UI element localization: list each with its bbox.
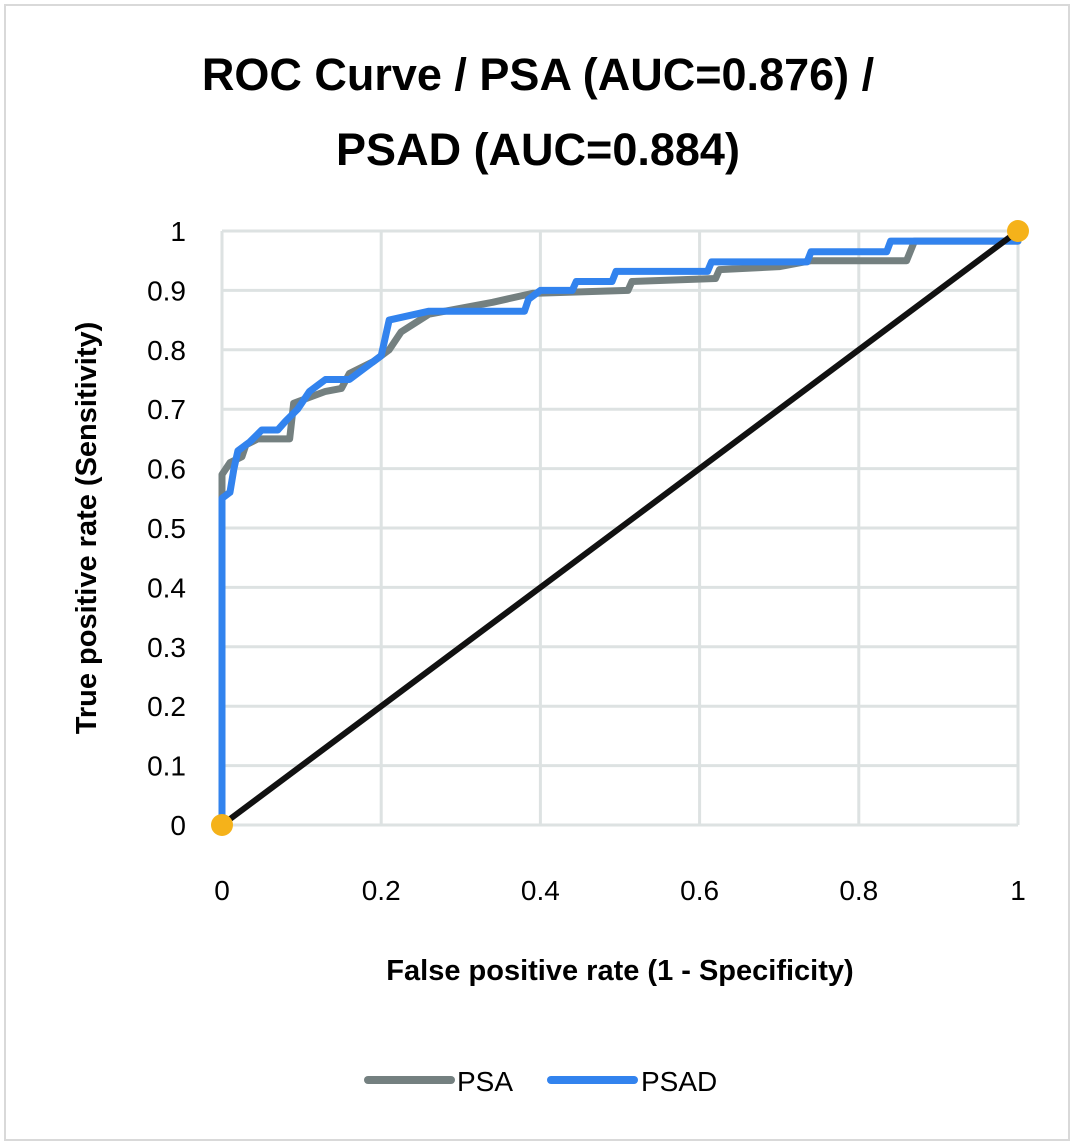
x-tick-label: 0.8 <box>839 875 878 906</box>
x-tick-label: 1 <box>1010 875 1026 906</box>
y-tick-label: 0.6 <box>147 454 186 485</box>
reference-diagonal-line <box>220 228 1020 828</box>
y-tick-label: 0.4 <box>147 572 186 603</box>
y-tick-label: 0 <box>170 810 186 841</box>
y-tick-label: 0.7 <box>147 394 186 425</box>
legend-label-psad: PSAD <box>641 1066 717 1097</box>
y-tick-label: 0.3 <box>147 632 186 663</box>
y-tick-label: 0.9 <box>147 275 186 306</box>
y-tick-label: 0.2 <box>147 691 186 722</box>
legend-label-psa: PSA <box>457 1066 513 1097</box>
y-axis-label: True positive rate (Sensitivity) <box>71 322 103 735</box>
legend: PSA PSAD <box>364 1066 717 1097</box>
x-tick-label: 0.4 <box>521 875 560 906</box>
chart-title-line-1: ROC Curve / PSA (AUC=0.876) / <box>202 49 875 100</box>
y-tick-label: 1 <box>170 216 186 247</box>
reference-point-marker <box>1007 220 1029 242</box>
x-tick-label: 0 <box>214 875 230 906</box>
series-line-psad <box>218 227 1022 829</box>
x-tick-label: 0.2 <box>362 875 401 906</box>
y-tick-label: 0.8 <box>147 335 186 366</box>
reference-point-marker <box>211 814 233 836</box>
y-tick-label: 0.1 <box>147 751 186 782</box>
chart-title-line-2: PSAD (AUC=0.884) <box>336 124 740 175</box>
y-tick-label: 0.5 <box>147 513 186 544</box>
x-tick-label: 0.6 <box>680 875 719 906</box>
chart-frame <box>4 4 1070 1141</box>
x-axis-label: False positive rate (1 - Specificity) <box>386 955 853 987</box>
